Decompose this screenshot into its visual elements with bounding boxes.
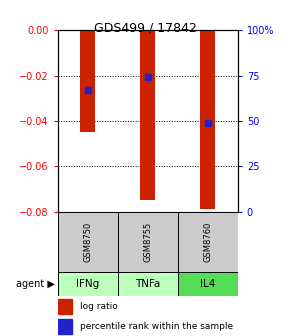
Bar [58, 298, 72, 314]
Text: TNFa: TNFa [135, 279, 161, 289]
Bar [140, 30, 155, 200]
Bar [58, 319, 72, 334]
Bar [178, 272, 238, 296]
Bar [118, 272, 178, 296]
Bar [80, 30, 95, 132]
Bar [178, 212, 238, 272]
Text: IL4: IL4 [200, 279, 215, 289]
Bar [200, 30, 215, 209]
Bar [118, 212, 178, 272]
Text: GDS499 / 17842: GDS499 / 17842 [94, 22, 196, 35]
Text: IFNg: IFNg [76, 279, 99, 289]
Text: percentile rank within the sample: percentile rank within the sample [79, 322, 233, 331]
Bar [58, 212, 118, 272]
Bar [58, 272, 118, 296]
Text: agent ▶: agent ▶ [16, 279, 55, 289]
Text: GSM8760: GSM8760 [203, 222, 212, 262]
Text: GSM8755: GSM8755 [143, 222, 153, 262]
Text: GSM8750: GSM8750 [84, 222, 93, 262]
Text: log ratio: log ratio [79, 302, 117, 311]
